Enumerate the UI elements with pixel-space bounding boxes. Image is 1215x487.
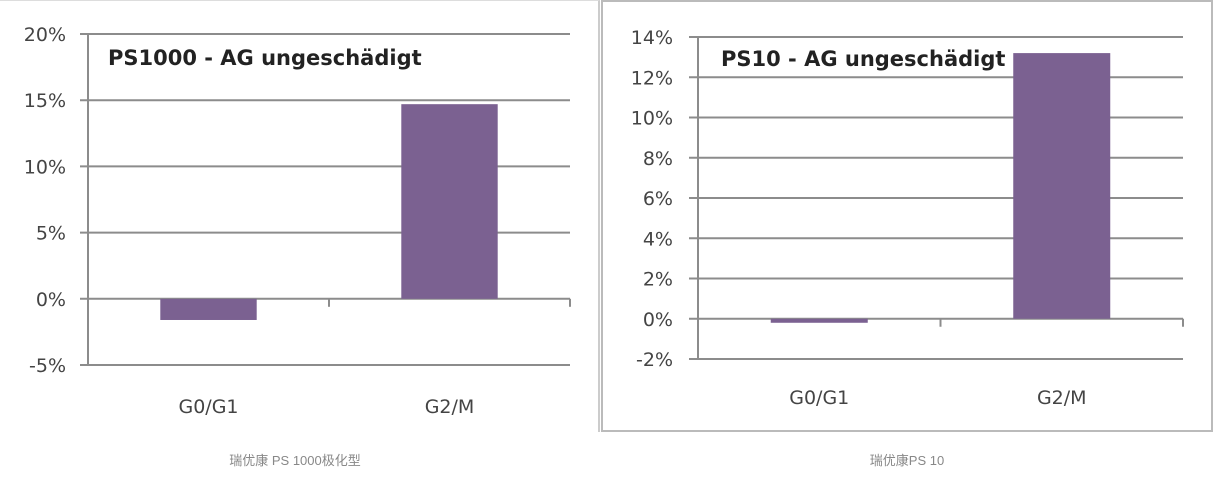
chart-title: PS1000 - AG ungeschädigt [108, 46, 422, 70]
y-tick-label: 0% [643, 309, 673, 331]
chart-title: PS10 - AG ungeschädigt [721, 47, 1005, 71]
y-tick-label: 12% [631, 67, 673, 89]
bar-g0-g1 [160, 298, 257, 320]
y-tick-label: 5% [36, 223, 66, 245]
y-tick-label: 10% [631, 108, 673, 130]
x-tick-label: G2/M [1037, 387, 1087, 409]
chart-panel-ps1000: -5% 0% 5% 10% 15% 20% G0/G1 G2/M PS1000 - AG ung… [0, 0, 600, 432]
y-tick-label: -5% [29, 355, 66, 377]
chart-panel-ps10: -2% 0% 2% 4% 6% 8% 10% 12% 14% G0/G1 G2/M PS10 - AG… [601, 0, 1213, 432]
y-tick-label: -2% [636, 349, 673, 371]
y-tick-label: 20% [24, 24, 66, 46]
y-tick-label: 6% [643, 188, 673, 210]
bar-chart-ps10: -2% 0% 2% 4% 6% 8% 10% 12% 14% G0/G1 G2/M PS10 - AG… [631, 27, 1184, 409]
y-tick-label: 15% [24, 90, 66, 112]
bar-g2-m [401, 104, 498, 299]
y-tick-label: 8% [643, 148, 673, 170]
y-tick-label: 10% [24, 156, 66, 178]
caption-ps1000: 瑞优康 PS 1000极化型 [229, 453, 361, 468]
bar-chart-ps1000: -5% 0% 5% 10% 15% 20% G0/G1 G2/M PS1000 - AG ung… [24, 24, 571, 418]
x-tick-label: G0/G1 [178, 396, 238, 418]
caption-ps10: 瑞优康PS 10 [869, 453, 945, 468]
y-tick-label: 0% [36, 289, 66, 311]
bar-g2-m [1013, 53, 1111, 319]
y-tick-label: 4% [643, 228, 673, 250]
x-tick-label: G2/M [425, 396, 475, 418]
bar-g0-g1 [770, 318, 868, 323]
y-tick-label: 2% [643, 269, 673, 291]
x-tick-label: G0/G1 [789, 387, 849, 409]
y-tick-label: 14% [631, 27, 673, 49]
